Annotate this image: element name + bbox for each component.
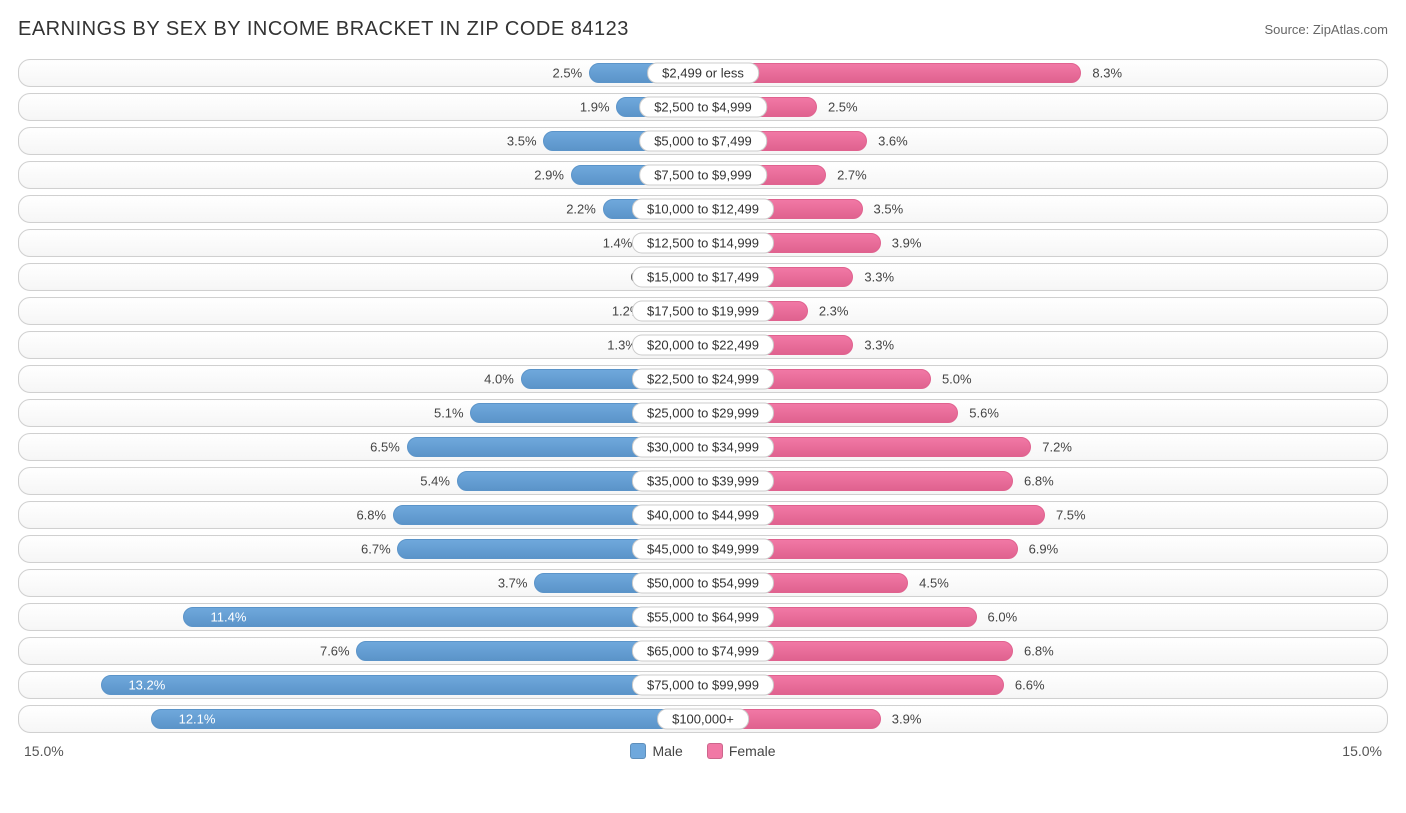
female-pct-label: 3.5%	[874, 202, 904, 217]
chart-row: 1.2%2.3%$17,500 to $19,999	[18, 297, 1388, 325]
axis-left-label: 15.0%	[24, 743, 64, 759]
legend-male: Male	[630, 743, 682, 759]
female-pct-label: 3.9%	[892, 712, 922, 727]
chart-row: 7.6% 6.8% $65,000 to $74,999	[18, 637, 1388, 665]
female-pct-label: 5.6%	[969, 406, 999, 421]
chart-row: 5.1% 5.6% $25,000 to $29,999	[18, 399, 1388, 427]
chart-row: 2.9% 2.7% $7,500 to $9,999	[18, 161, 1388, 189]
male-pct-label: 7.6%	[320, 644, 350, 659]
female-pct-label: 5.0%	[942, 372, 972, 387]
male-pct-label: 6.5%	[370, 440, 400, 455]
bracket-label: $75,000 to $99,999	[632, 675, 774, 696]
chart-row: 2.2% 3.5% $10,000 to $12,499	[18, 195, 1388, 223]
female-pct-label: 3.6%	[878, 134, 908, 149]
bracket-label: $50,000 to $54,999	[632, 573, 774, 594]
chart-row: 11.4% 6.0% $55,000 to $64,999	[18, 603, 1388, 631]
female-pct-label: 2.7%	[837, 168, 867, 183]
chart-row: 6.5% 7.2% $30,000 to $34,999	[18, 433, 1388, 461]
female-pct-label: 3.3%	[864, 270, 894, 285]
legend-male-label: Male	[652, 743, 682, 759]
chart-row: 13.2% 6.6% $75,000 to $99,999	[18, 671, 1388, 699]
chart-row: 12.1% 3.9% $100,000+	[18, 705, 1388, 733]
female-pct-label: 6.8%	[1024, 644, 1054, 659]
bracket-label: $7,500 to $9,999	[639, 165, 767, 186]
chart-row: 4.0% 5.0% $22,500 to $24,999	[18, 365, 1388, 393]
male-pct-label: 13.2%	[128, 678, 165, 693]
chart-row: 6.8% 7.5% $40,000 to $44,999	[18, 501, 1388, 529]
male-pct-label: 3.5%	[507, 134, 537, 149]
bracket-label: $15,000 to $17,499	[632, 267, 774, 288]
female-pct-label: 6.6%	[1015, 678, 1045, 693]
female-pct-label: 8.3%	[1092, 66, 1122, 81]
bracket-label: $65,000 to $74,999	[632, 641, 774, 662]
chart-row: 1.3%3.3%$20,000 to $22,499	[18, 331, 1388, 359]
male-pct-label: 5.4%	[420, 474, 450, 489]
bracket-label: $20,000 to $22,499	[632, 335, 774, 356]
bracket-label: $40,000 to $44,999	[632, 505, 774, 526]
female-pct-label: 6.0%	[988, 610, 1018, 625]
female-bar	[703, 63, 1081, 83]
female-pct-label: 4.5%	[919, 576, 949, 591]
bracket-label: $17,500 to $19,999	[632, 301, 774, 322]
bracket-label: $25,000 to $29,999	[632, 403, 774, 424]
chart-row: 2.5% 8.3% $2,499 or less	[18, 59, 1388, 87]
female-pct-label: 6.8%	[1024, 474, 1054, 489]
chart-row: 1.4% 3.9% $12,500 to $14,999	[18, 229, 1388, 257]
male-pct-label: 3.7%	[498, 576, 528, 591]
chart-footer: 15.0% Male Female 15.0%	[18, 743, 1388, 759]
chart-source: Source: ZipAtlas.com	[1264, 22, 1388, 37]
legend-female: Female	[707, 743, 776, 759]
male-pct-label: 6.8%	[356, 508, 386, 523]
chart-header: EARNINGS BY SEX BY INCOME BRACKET IN ZIP…	[18, 18, 1388, 41]
legend-male-swatch	[630, 743, 646, 759]
chart-row: 3.7% 4.5% $50,000 to $54,999	[18, 569, 1388, 597]
male-pct-label: 6.7%	[361, 542, 391, 557]
chart-row: 3.5% 3.6% $5,000 to $7,499	[18, 127, 1388, 155]
male-pct-label: 1.4%	[603, 236, 633, 251]
female-pct-label: 6.9%	[1029, 542, 1059, 557]
male-pct-label: 2.2%	[566, 202, 596, 217]
legend-female-label: Female	[729, 743, 776, 759]
bracket-label: $45,000 to $49,999	[632, 539, 774, 560]
male-bar	[101, 675, 703, 695]
chart-title: EARNINGS BY SEX BY INCOME BRACKET IN ZIP…	[18, 18, 629, 41]
legend: Male Female	[630, 743, 775, 759]
axis-right-label: 15.0%	[1342, 743, 1382, 759]
bracket-label: $2,499 or less	[647, 63, 759, 84]
male-bar	[151, 709, 703, 729]
female-pct-label: 3.9%	[892, 236, 922, 251]
chart-row: 0.63%3.3%$15,000 to $17,499	[18, 263, 1388, 291]
bracket-label: $35,000 to $39,999	[632, 471, 774, 492]
bracket-label: $10,000 to $12,499	[632, 199, 774, 220]
bracket-label: $12,500 to $14,999	[632, 233, 774, 254]
female-pct-label: 2.5%	[828, 100, 858, 115]
female-pct-label: 2.3%	[819, 304, 849, 319]
female-pct-label: 7.5%	[1056, 508, 1086, 523]
male-pct-label: 11.4%	[211, 610, 247, 625]
male-pct-label: 5.1%	[434, 406, 464, 421]
chart-row: 6.7% 6.9% $45,000 to $49,999	[18, 535, 1388, 563]
bracket-label: $100,000+	[657, 709, 749, 730]
male-pct-label: 12.1%	[179, 712, 216, 727]
diverging-bar-chart: 2.5% 8.3% $2,499 or less 1.9% 2.5% $2,500 to …	[18, 59, 1388, 733]
male-pct-label: 1.9%	[580, 100, 610, 115]
male-bar	[183, 607, 703, 627]
female-pct-label: 3.3%	[864, 338, 894, 353]
bracket-label: $5,000 to $7,499	[639, 131, 767, 152]
male-pct-label: 2.9%	[534, 168, 564, 183]
bracket-label: $30,000 to $34,999	[632, 437, 774, 458]
chart-row: 1.9% 2.5% $2,500 to $4,999	[18, 93, 1388, 121]
male-pct-label: 2.5%	[553, 66, 583, 81]
bracket-label: $55,000 to $64,999	[632, 607, 774, 628]
male-pct-label: 4.0%	[484, 372, 514, 387]
bracket-label: $2,500 to $4,999	[639, 97, 767, 118]
female-pct-label: 7.2%	[1042, 440, 1072, 455]
legend-female-swatch	[707, 743, 723, 759]
chart-row: 5.4% 6.8% $35,000 to $39,999	[18, 467, 1388, 495]
bracket-label: $22,500 to $24,999	[632, 369, 774, 390]
